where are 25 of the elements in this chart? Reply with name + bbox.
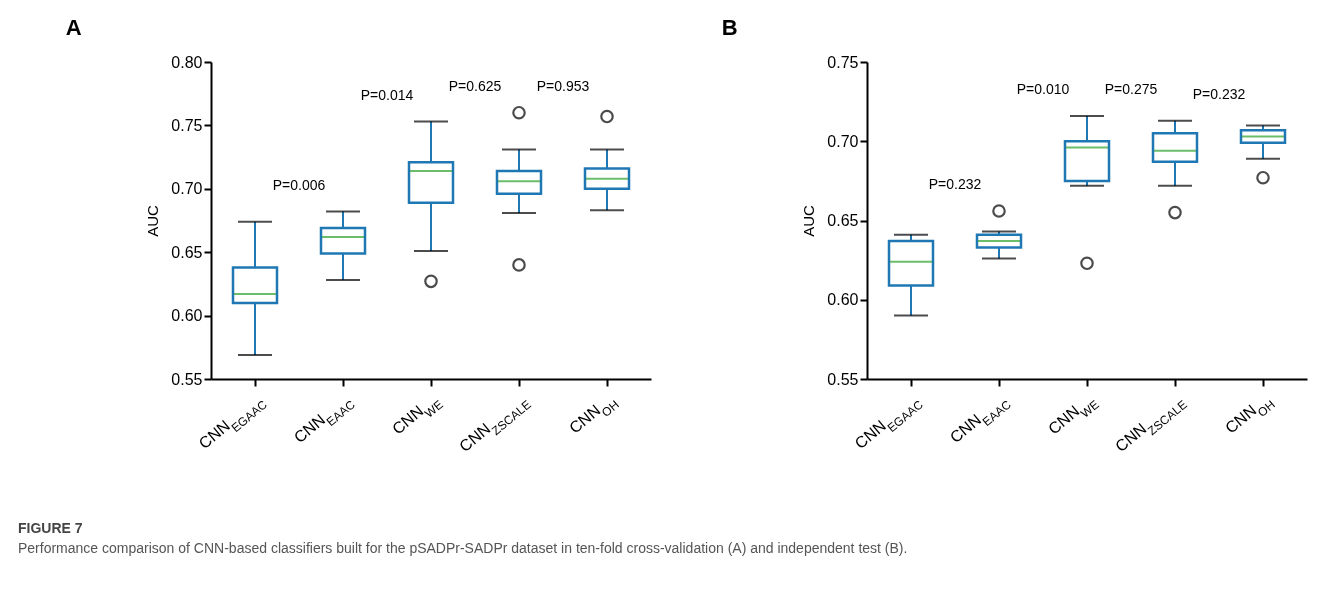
y-tick-label: 0.55 — [171, 370, 203, 388]
y-tick-label: 0.60 — [171, 307, 203, 325]
y-tick-label: 0.70 — [171, 180, 203, 198]
y-tick-label: 0.75 — [827, 53, 859, 71]
annotation: P=0.275 — [1104, 80, 1158, 97]
annotation: P=0.625 — [448, 77, 502, 94]
y-tick-label: 0.65 — [827, 212, 859, 229]
y-tick-label: 0.65 — [171, 243, 203, 261]
chart-title: B — [721, 15, 738, 40]
y-tick-label: 0.70 — [827, 132, 859, 150]
annotation: P=0.232 — [928, 175, 982, 192]
y-tick-label: 0.75 — [171, 116, 203, 134]
y-tick-label: 0.80 — [171, 53, 203, 71]
annotation: P=0.953 — [536, 77, 590, 94]
annotation: P=0.006 — [272, 176, 326, 193]
y-tick-label: 0.55 — [827, 370, 859, 388]
y-axis-title: AUC — [800, 205, 818, 237]
caption: FIGURE 7 — [18, 520, 84, 536]
annotation: P=0.232 — [1192, 85, 1246, 102]
y-axis-title: AUC — [144, 205, 162, 237]
annotation: P=0.014 — [360, 86, 414, 103]
annotation: P=0.010 — [1016, 80, 1070, 97]
chart-title: A — [65, 15, 82, 40]
text: Performance comparison of CNN-based classifiers built for the pSADPr-SADPr dataset in ten-fold cross-validation (A) and independent test (B). — [18, 540, 909, 556]
y-tick-label: 0.60 — [827, 291, 859, 309]
